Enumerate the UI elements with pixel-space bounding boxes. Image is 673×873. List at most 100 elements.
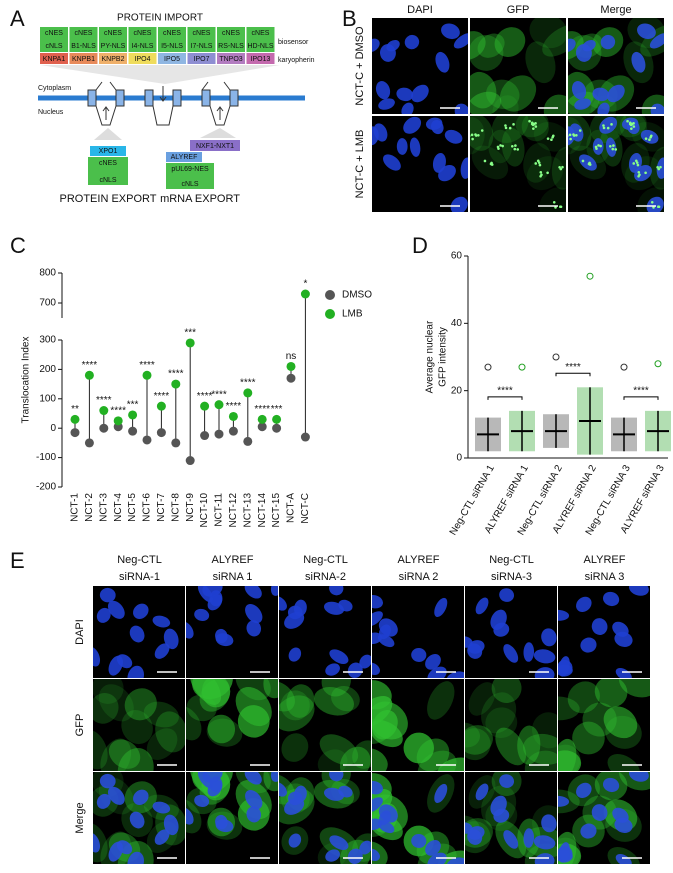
- nucleus: [372, 797, 383, 813]
- point: [243, 436, 253, 446]
- cytoplasm: [437, 757, 464, 771]
- nucleus: [599, 116, 618, 134]
- speckle: [634, 159, 638, 163]
- nucleus: [534, 667, 555, 678]
- x-tick-label: NCT-9: [185, 493, 196, 522]
- column-header: Neg-CTL: [303, 554, 348, 566]
- nucleus: [325, 849, 340, 862]
- speckle: [470, 135, 471, 138]
- arrow: [159, 86, 167, 102]
- cytoplasm: [98, 684, 134, 722]
- nucleus: [270, 772, 278, 782]
- pore: [144, 89, 154, 107]
- nucleus: [615, 854, 632, 864]
- cytoplasm: [339, 746, 371, 771]
- y-tick-label: 0: [50, 423, 56, 434]
- x-tick-label: NCT-C: [300, 493, 311, 524]
- cytoplasm: [281, 733, 309, 762]
- column-header: GFP: [507, 4, 530, 16]
- cytoplasm: [524, 750, 557, 771]
- nucleus: [425, 839, 441, 856]
- speckle: [538, 163, 542, 167]
- cytoplasm: [481, 692, 517, 734]
- pores: [87, 81, 239, 126]
- background: [93, 679, 185, 771]
- y-tick-label: 200: [39, 364, 56, 375]
- nucleus: [597, 102, 610, 114]
- cytoplasm: [279, 681, 295, 712]
- nucleus: [372, 848, 380, 861]
- nucleus: [359, 654, 371, 669]
- pore: [201, 89, 211, 107]
- speckle: [477, 134, 480, 137]
- speckle: [513, 147, 517, 151]
- cytoplasm: [543, 94, 566, 114]
- speckle: [666, 167, 669, 170]
- column-header: ALYREF: [212, 554, 254, 566]
- nucleus: [490, 609, 507, 630]
- pore: [87, 89, 97, 107]
- cytoplasm: [465, 722, 480, 748]
- speckle: [644, 171, 647, 175]
- adaptor: ALYREF: [171, 154, 198, 161]
- micrograph: [470, 116, 566, 212]
- speckle: [632, 125, 636, 128]
- speckle: [648, 138, 651, 142]
- speckle: [483, 159, 487, 163]
- cytoplasm: [403, 732, 434, 764]
- nucleus: [534, 853, 555, 864]
- nucleus: [427, 852, 447, 864]
- max-point: [620, 363, 628, 371]
- biosensor-box: [187, 27, 216, 52]
- nucleus: [133, 789, 149, 805]
- basket: [152, 105, 174, 126]
- cytoplasm: [525, 41, 556, 84]
- nucleus: [446, 671, 464, 678]
- micrograph: [93, 772, 185, 864]
- nucleus: [499, 588, 515, 602]
- y-tick-label: 20: [451, 385, 463, 396]
- panel-letter: D: [412, 233, 428, 258]
- x-tick-label: NCT-10: [199, 493, 210, 528]
- nucleus: [107, 600, 125, 619]
- arrow: [102, 106, 110, 120]
- nucleus: [378, 98, 395, 110]
- y-tick-label: -200: [36, 482, 56, 493]
- speckle: [480, 129, 484, 132]
- cytoplasm: [470, 91, 502, 114]
- point: [142, 370, 152, 380]
- nucleus: [372, 780, 383, 795]
- nes: cNES: [252, 30, 270, 37]
- point: [156, 428, 166, 438]
- nucleus: [152, 615, 171, 628]
- column-header: Merge: [600, 4, 631, 16]
- cytoplasm: [93, 730, 108, 770]
- nucleus: [197, 772, 214, 789]
- cytoplasm-label: Cytoplasm: [38, 85, 71, 92]
- nls: cNLS: [45, 43, 62, 50]
- nucleus: [194, 794, 210, 807]
- speckle: [559, 205, 563, 209]
- cytoplasm: [494, 27, 526, 57]
- nucleus: [152, 801, 171, 814]
- point: [257, 422, 267, 432]
- point: [70, 428, 80, 438]
- cytoplasm: [572, 721, 605, 755]
- nes: cNES: [222, 30, 240, 37]
- biosensor-box: [69, 27, 98, 52]
- micrograph: [93, 586, 185, 678]
- micrograph: [465, 679, 557, 771]
- nucleus: [197, 586, 214, 603]
- nucleus: [603, 591, 620, 607]
- panel-letter: C: [10, 233, 26, 258]
- pore: [229, 89, 239, 107]
- cytoplasm: [286, 684, 315, 718]
- x-tick-label: NCT-13: [242, 493, 253, 528]
- significance: ****: [154, 391, 170, 402]
- speckle: [657, 167, 661, 171]
- micrograph: [568, 116, 669, 212]
- micrograph: [465, 772, 557, 864]
- speckle: [490, 163, 494, 166]
- speckle: [610, 123, 613, 126]
- point: [214, 429, 224, 439]
